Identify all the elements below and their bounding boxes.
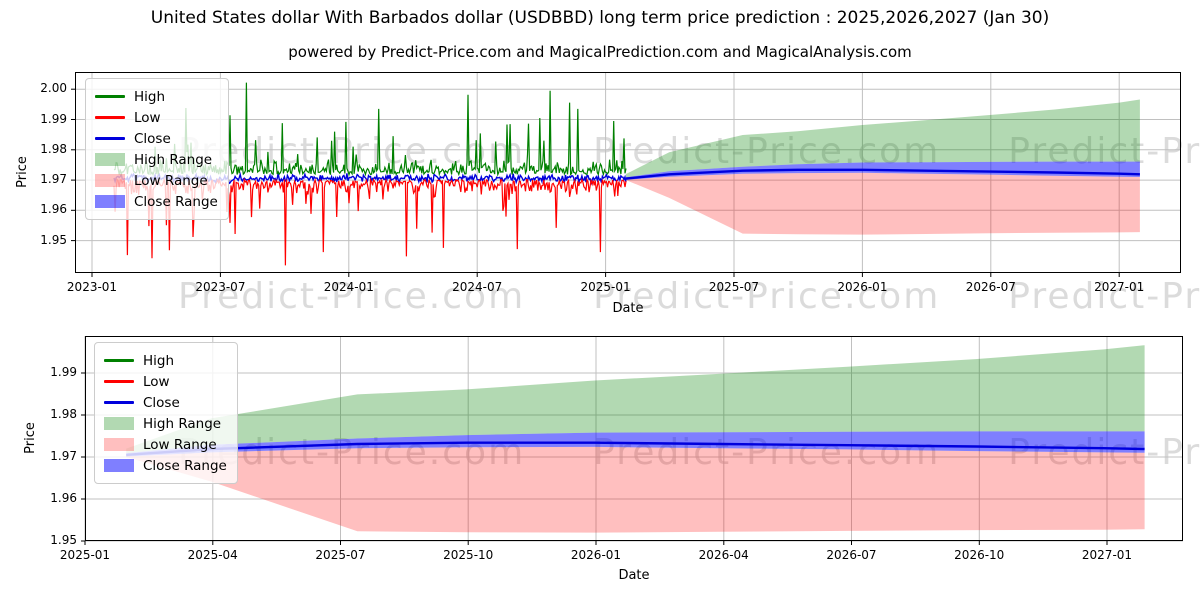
legend-swatch bbox=[95, 95, 125, 98]
x-tick-label: 2026-04 bbox=[698, 548, 749, 562]
legend-label: High bbox=[134, 88, 166, 105]
legend-bottom: High Low Close High Range Low Range Close Ran… bbox=[94, 342, 238, 484]
legend-swatch bbox=[95, 174, 125, 187]
y-tick-label: 1.97 bbox=[40, 172, 67, 187]
y-tick-label: 1.98 bbox=[50, 406, 77, 421]
y-tick-label: 1.99 bbox=[50, 364, 77, 379]
legend-item-low: Low bbox=[104, 371, 227, 392]
watermark-text-row: Predict-Price.com Predict-Price.com Predic… bbox=[178, 276, 1200, 317]
y-tick-label: 1.96 bbox=[50, 490, 77, 505]
watermark-text: Predict-Price.com bbox=[593, 276, 941, 317]
x-tick-label: 2023-01 bbox=[66, 280, 118, 294]
legend-item-close: Close bbox=[104, 392, 227, 413]
legend-label: High Range bbox=[134, 151, 213, 168]
y-tick-label: 1.95 bbox=[50, 533, 77, 547]
legend-label: Close bbox=[134, 130, 171, 147]
legend-item-high: High bbox=[104, 350, 227, 371]
x-tick-label: 2026-07 bbox=[826, 548, 877, 562]
x-tick-label: 2025-07 bbox=[315, 548, 366, 562]
watermark-text: Predict-Price.com bbox=[1008, 276, 1200, 317]
legend-top: High Low Close High Range Low Range Close Ran… bbox=[85, 78, 229, 220]
legend-swatch bbox=[104, 359, 134, 362]
legend-label: High bbox=[143, 352, 175, 369]
x-tick-label: 2024-01 bbox=[323, 280, 374, 294]
chart-prediction-detail: Price Date High Low Close High Range Low Ran… bbox=[23, 336, 1183, 583]
chart-history-and-prediction: Price Date High Low Close High Range Low Ran… bbox=[15, 72, 1181, 316]
y-tick-label: 1.98 bbox=[40, 141, 67, 156]
legend-swatch bbox=[95, 137, 125, 140]
plot-area-bottom bbox=[81, 336, 1183, 545]
legend-item-close-range: Close Range bbox=[104, 455, 227, 476]
y-tick-label: 1.99 bbox=[40, 111, 67, 126]
legend-label: Low Range bbox=[143, 436, 217, 453]
x-tick-label: 2023-07 bbox=[195, 280, 246, 294]
x-tick-label: 2025-04 bbox=[187, 548, 238, 562]
legend-label: High Range bbox=[143, 415, 222, 432]
y-tick-label: 1.97 bbox=[50, 448, 77, 463]
legend-item-high: High bbox=[95, 86, 218, 107]
x-tick-label: 2026-10 bbox=[954, 548, 1005, 562]
watermark-text-row: Predict-Price.comPredict-Price.comPredic… bbox=[178, 131, 1200, 172]
x-tick-label: 2027-01 bbox=[1081, 548, 1133, 562]
x-tick-label: 2025-01 bbox=[580, 280, 631, 294]
legend-label: Close bbox=[143, 394, 180, 411]
legend-swatch bbox=[104, 459, 134, 472]
x-tick-label: 2024-07 bbox=[452, 280, 503, 294]
legend-label: Close Range bbox=[143, 457, 227, 474]
legend-item-close-range: Close Range bbox=[95, 191, 218, 212]
legend-item-high-range: High Range bbox=[104, 413, 227, 434]
x-tick-label: 2025-10 bbox=[443, 548, 494, 562]
legend-item-high-range: High Range bbox=[95, 149, 218, 170]
x-tick-label: 2026-01 bbox=[570, 548, 622, 562]
legend-swatch bbox=[104, 380, 134, 383]
x-tick-label: 2025-07 bbox=[708, 280, 760, 294]
legend-item-low-range: Low Range bbox=[95, 170, 218, 191]
x-tick-label: 2025-01 bbox=[59, 548, 111, 562]
legend-swatch bbox=[95, 195, 125, 208]
y-tick-label: 2.00 bbox=[40, 81, 67, 96]
legend-swatch bbox=[104, 417, 134, 430]
legend-swatch bbox=[95, 116, 125, 119]
legend-item-low-range: Low Range bbox=[104, 434, 227, 455]
legend-label: Close Range bbox=[134, 193, 218, 210]
chart-subtitle: powered by Predict-Price.com and Magical… bbox=[288, 43, 912, 61]
y-tick-label: 1.95 bbox=[40, 232, 67, 247]
legend-swatch bbox=[104, 401, 134, 404]
legend-label: Low Range bbox=[134, 172, 208, 189]
legend-swatch bbox=[104, 438, 134, 451]
legend-label: Low bbox=[134, 109, 161, 126]
x-tick-label: 2027-01 bbox=[1094, 280, 1145, 294]
plot-area-top bbox=[71, 72, 1181, 277]
legend-item-close: Close bbox=[95, 128, 218, 149]
x-tick-label: 2026-01 bbox=[837, 280, 888, 294]
watermark-text: Predict-Price.com bbox=[178, 276, 526, 317]
y-tick-label: 1.96 bbox=[40, 202, 67, 217]
legend-label: Low bbox=[143, 373, 170, 390]
x-axis-label-bottom: Date bbox=[618, 568, 650, 583]
legend-swatch bbox=[95, 153, 125, 166]
x-axis-label-top: Date bbox=[612, 301, 644, 316]
legend-item-low: Low bbox=[95, 107, 218, 128]
x-tick-label: 2026-07 bbox=[965, 280, 1016, 294]
chart-title: United States dollar With Barbados dolla… bbox=[150, 8, 1050, 28]
